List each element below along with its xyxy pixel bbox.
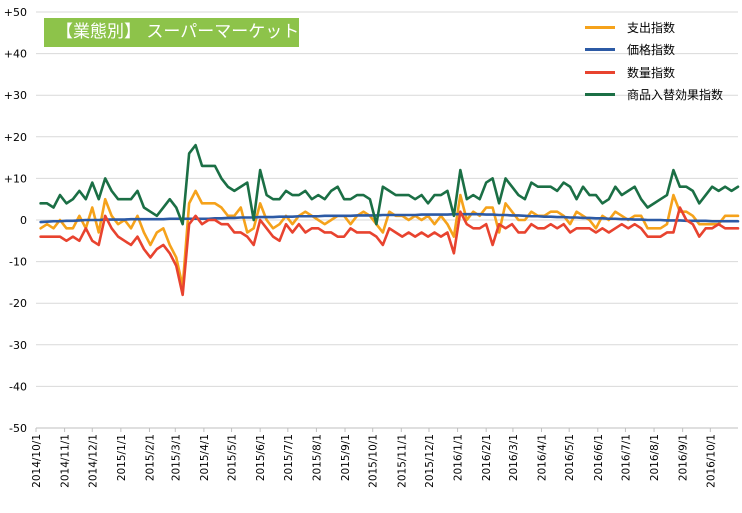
series-quantity-line (39, 206, 740, 297)
x-tick-label: 2016/7/1 (620, 434, 632, 481)
x-tick-label: 2014/10/1 (31, 434, 43, 488)
legend-swatch-price (585, 48, 615, 52)
x-tick-label: 2015/5/1 (227, 434, 239, 481)
y-tick-label: -40 (9, 380, 27, 393)
series-price-line (39, 212, 740, 224)
x-tick-label: 2015/8/1 (311, 434, 323, 481)
y-tick-label: -30 (9, 339, 27, 352)
legend-label-spending: 支出指数 (627, 20, 676, 35)
x-tick-label: 2014/12/1 (87, 434, 99, 488)
x-tick-label: 2016/4/1 (537, 434, 549, 481)
series-replacement-line (39, 143, 740, 226)
y-tick-label: -20 (9, 297, 27, 310)
y-tick-label: +40 (4, 48, 27, 61)
y-tick-label: +50 (4, 6, 27, 19)
y-axis: +50 +40 +30 +20 +10 0 -10 -20 -30 -40 -50 (4, 6, 27, 435)
x-tick-label: 2015/11/1 (396, 434, 408, 488)
x-tick-label: 2015/12/1 (424, 434, 436, 488)
legend-label-quantity: 数量指数 (627, 65, 676, 80)
legend-item-replacement: 商品入替効果指数 (585, 84, 723, 107)
y-tick-label: -50 (9, 422, 27, 435)
x-tick-label: 2016/3/1 (508, 434, 520, 481)
x-tick-label: 2016/9/1 (678, 434, 690, 481)
series-spending-line (39, 189, 740, 288)
y-tick-label: 0 (20, 214, 27, 227)
x-tick-label: 2015/6/1 (255, 434, 267, 481)
chart-title: 【業態別】 スーパーマーケット (44, 18, 299, 47)
legend-swatch-spending (585, 25, 615, 29)
x-tick-label: 2016/1/1 (453, 434, 465, 481)
x-tick-label: 2014/11/1 (60, 434, 72, 488)
legend-swatch-replacement (585, 93, 615, 97)
legend-label-price: 価格指数 (627, 43, 676, 58)
y-tick-label: +30 (4, 89, 27, 102)
x-tick-label: 2015/2/1 (144, 434, 156, 481)
x-tick-label: 2016/6/1 (593, 434, 605, 481)
legend-label-replacement: 商品入替効果指数 (627, 88, 724, 103)
y-tick-label: -10 (9, 256, 27, 269)
x-axis: 2014/10/1 2014/11/1 2014/12/1 2015/1/1 2015/… (31, 427, 738, 488)
legend-swatch-quantity (585, 70, 615, 74)
x-tick-label: 2015/10/1 (368, 434, 380, 488)
x-tick-label: 2016/5/1 (564, 434, 576, 481)
y-tick-label: +20 (4, 131, 27, 144)
x-tick-label: 2016/2/1 (481, 434, 493, 481)
legend-item-price: 価格指数 (585, 39, 723, 62)
x-tick-label: 2015/7/1 (283, 434, 295, 481)
x-tick-label: 2015/1/1 (116, 434, 128, 481)
x-tick-label: 2015/4/1 (199, 434, 211, 481)
legend-item-quantity: 数量指数 (585, 61, 723, 84)
series-lines (39, 143, 740, 297)
legend: 支出指数 価格指数 数量指数 商品入替効果指数 (585, 16, 723, 106)
legend-item-spending: 支出指数 (585, 16, 723, 39)
x-tick-label: 2015/9/1 (340, 434, 352, 481)
x-tick-label: 2016/8/1 (649, 434, 661, 481)
y-tick-label: +10 (4, 172, 27, 185)
x-tick-label: 2016/10/1 (705, 434, 717, 488)
x-tick-label: 2015/3/1 (170, 434, 182, 481)
